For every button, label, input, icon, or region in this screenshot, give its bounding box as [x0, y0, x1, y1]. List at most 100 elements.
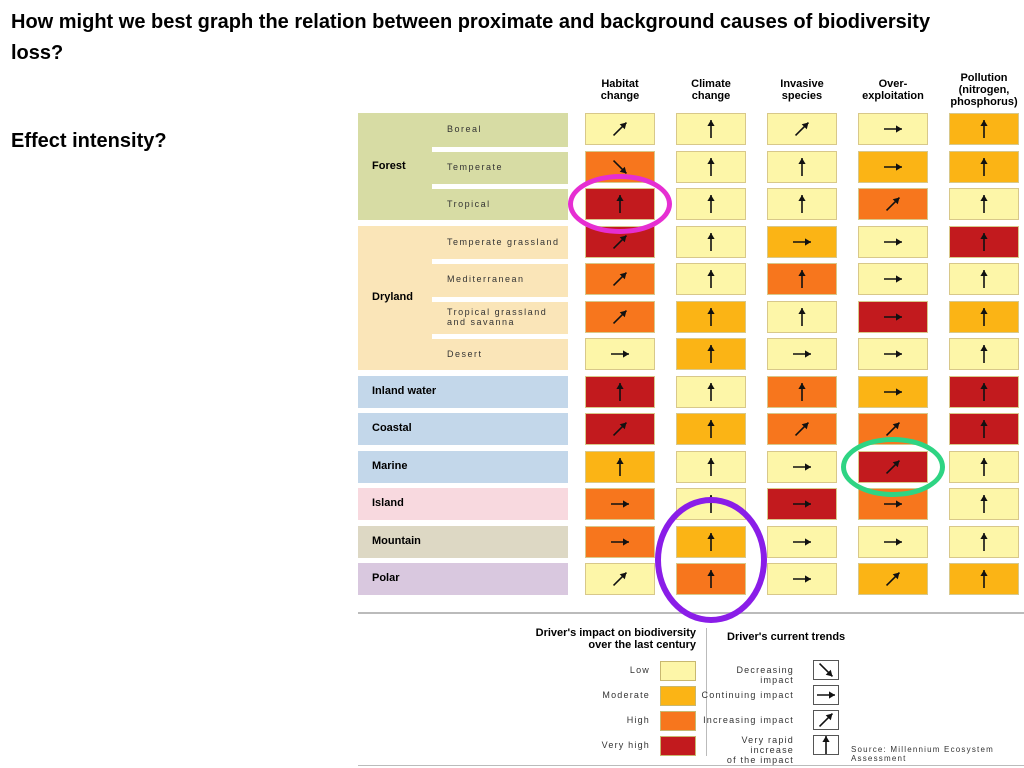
- impact-cell: [858, 375, 928, 408]
- trend-arrow-very-rapid: [980, 307, 988, 326]
- ecosystem-band: [358, 563, 568, 595]
- trend-arrow-continuing: [793, 350, 811, 358]
- trend-arrow-continuing: [884, 275, 902, 283]
- trend-arrow-continuing: [884, 312, 902, 321]
- row-divider: [432, 184, 568, 189]
- subsystem-label: Temperate grassland: [447, 236, 560, 247]
- trend-arrow-continuing: [793, 237, 811, 246]
- impact-cell: [858, 338, 928, 370]
- impact-cell: [585, 525, 655, 558]
- ecosystem-label: Inland water: [372, 384, 437, 397]
- trend-arrow-continuing: [817, 691, 835, 699]
- trend-arrow-increasing: [794, 421, 810, 437]
- trend-arrow-continuing: [884, 537, 902, 546]
- trend-arrow-continuing: [793, 462, 811, 471]
- impact-legend-label: Low: [629, 665, 650, 675]
- impact-cell: [767, 563, 837, 595]
- trend-arrow-continuing: [793, 500, 811, 508]
- highlight-ring: [568, 174, 672, 234]
- trend-legend-label: Very rapid increase of the impact: [726, 735, 794, 765]
- ecosystem-label: Island: [372, 497, 404, 509]
- trend-arrow-very-rapid: [980, 120, 988, 138]
- trend-arrow-very-rapid: [707, 232, 715, 251]
- ecosystem-label: Dryland: [372, 290, 413, 303]
- trend-arrow-continuing: [884, 237, 902, 246]
- impact-swatch: [660, 711, 696, 731]
- trend-legend-box: [813, 710, 839, 730]
- trend-arrow-very-rapid: [980, 232, 988, 251]
- impact-cell: [767, 450, 837, 483]
- trend-arrow-continuing: [611, 350, 629, 358]
- trend-arrow-increasing: [612, 571, 628, 587]
- impact-cell: [676, 113, 746, 145]
- ecosystem-band: [358, 525, 568, 558]
- ecosystem-band: [358, 375, 568, 408]
- trend-arrow-decreasing: [818, 662, 834, 678]
- trend-arrow-very-rapid: [980, 495, 988, 513]
- impact-cell: [767, 150, 837, 183]
- impact-cell: [676, 150, 746, 183]
- impact-cell: [949, 113, 1019, 145]
- trend-arrow-very-rapid: [980, 532, 988, 551]
- ecosystem-label: Forest: [372, 159, 406, 172]
- trend-legend-label: Continuing impact: [701, 690, 794, 700]
- trend-legend-box: [813, 735, 839, 755]
- trend-arrow-continuing: [793, 575, 811, 583]
- row-divider: [432, 334, 568, 339]
- impact-cell: [949, 525, 1019, 558]
- column-header: Over- exploitation: [862, 78, 924, 102]
- trend-arrow-very-rapid: [707, 420, 715, 438]
- impact-cell: [676, 413, 746, 445]
- trend-arrow-very-rapid: [707, 270, 715, 288]
- trend-arrow-very-rapid: [707, 307, 715, 326]
- impact-cell: [767, 225, 837, 258]
- slide-title: How might we best graph the relation bet…: [11, 11, 931, 64]
- impact-cell: [676, 263, 746, 295]
- trend-arrow-increasing: [885, 196, 901, 212]
- impact-cell: [767, 413, 837, 445]
- impact-cell: [585, 263, 655, 295]
- trend-arrow-continuing: [884, 350, 902, 358]
- impact-cell: [585, 413, 655, 445]
- column-header: Climate change: [691, 78, 731, 102]
- impact-cell: [858, 263, 928, 295]
- row-divider: [432, 296, 568, 302]
- trend-arrow-increasing: [612, 421, 628, 437]
- trend-legend-title: Driver's current trends: [727, 631, 846, 643]
- impact-swatch: [660, 736, 696, 756]
- impact-cell: [585, 300, 655, 333]
- impact-cell: [858, 150, 928, 183]
- subsystem-label: Desert: [447, 349, 483, 359]
- ecosystem-label: Coastal: [372, 422, 412, 434]
- impact-cell: [767, 338, 837, 370]
- trend-arrow-very-rapid: [707, 120, 715, 138]
- impact-cell: [585, 450, 655, 483]
- column-header: Habitat change: [600, 78, 640, 102]
- trend-legend-label: Increasing impact: [703, 715, 794, 725]
- impact-cell: [949, 488, 1019, 520]
- impact-cell: [858, 188, 928, 220]
- trend-arrow-very-rapid: [798, 195, 806, 213]
- impact-cell: [949, 150, 1019, 183]
- trend-arrow-very-rapid: [980, 157, 988, 176]
- trend-arrow-very-rapid: [980, 195, 988, 213]
- ecosystem-label: Polar: [372, 572, 400, 584]
- trend-arrow-decreasing: [612, 159, 628, 174]
- trend-arrow-very-rapid: [798, 270, 806, 288]
- impact-cell: [767, 525, 837, 558]
- impact-cell: [585, 338, 655, 370]
- impact-cell: [858, 225, 928, 258]
- impact-cell: [949, 338, 1019, 370]
- subsystem-label: Tropical: [447, 199, 491, 209]
- impact-cell: [949, 300, 1019, 333]
- trend-arrow-very-rapid: [980, 345, 988, 363]
- source-note: Source: Millennium Ecosystem Assessment: [851, 745, 994, 763]
- impact-cell: [858, 525, 928, 558]
- impact-cell: [858, 563, 928, 595]
- impact-cell: [767, 300, 837, 333]
- trend-legend-box: [813, 685, 839, 705]
- impact-cell: [676, 450, 746, 483]
- trend-arrow-increasing: [612, 234, 628, 249]
- highlight-ring: [841, 436, 945, 497]
- ecosystem-label: Mountain: [372, 534, 421, 547]
